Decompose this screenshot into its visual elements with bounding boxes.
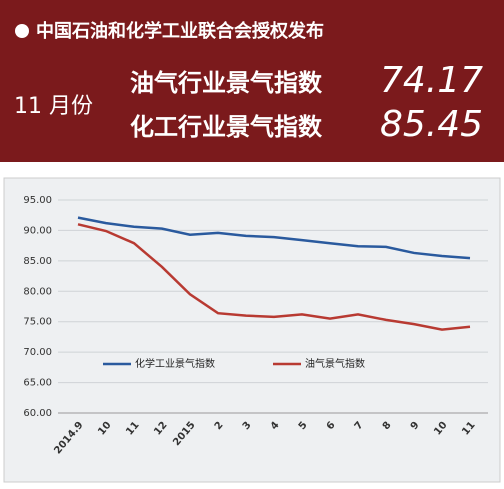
index-label: 化工行业景气指数 — [130, 113, 323, 141]
y-tick-label: 80.00 — [23, 286, 52, 297]
header-background — [0, 0, 504, 162]
chart: 60.00 65.00 70.00 75.00 80.00 85.00 90.00 95.00… — [23, 195, 488, 456]
index-label: 油气行业景气指数 — [130, 69, 323, 97]
y-tick-label: 65.00 — [23, 378, 52, 389]
y-tick-label: 70.00 — [23, 347, 52, 358]
chart-panel — [3, 177, 501, 483]
legend-label: 油气景气指数 — [305, 357, 365, 370]
index-value: 85.45 — [380, 104, 483, 145]
month: 11 月份 — [14, 94, 93, 119]
legend-label: 化学工业景气指数 — [135, 357, 215, 370]
y-tick-label: 60.00 — [23, 408, 52, 419]
series-line — [77, 223, 471, 331]
y-tick-label: 75.00 — [23, 317, 52, 328]
bullet — [15, 24, 29, 38]
y-tick-label: 95.00 — [23, 195, 52, 206]
y-tick-label: 85.00 — [23, 256, 52, 267]
y-tick-label: 90.00 — [23, 225, 52, 236]
series-line — [77, 216, 471, 260]
header-title: 中国石油和化学工业联合会授权发布 — [36, 20, 324, 42]
index-value: 74.17 — [380, 60, 483, 101]
